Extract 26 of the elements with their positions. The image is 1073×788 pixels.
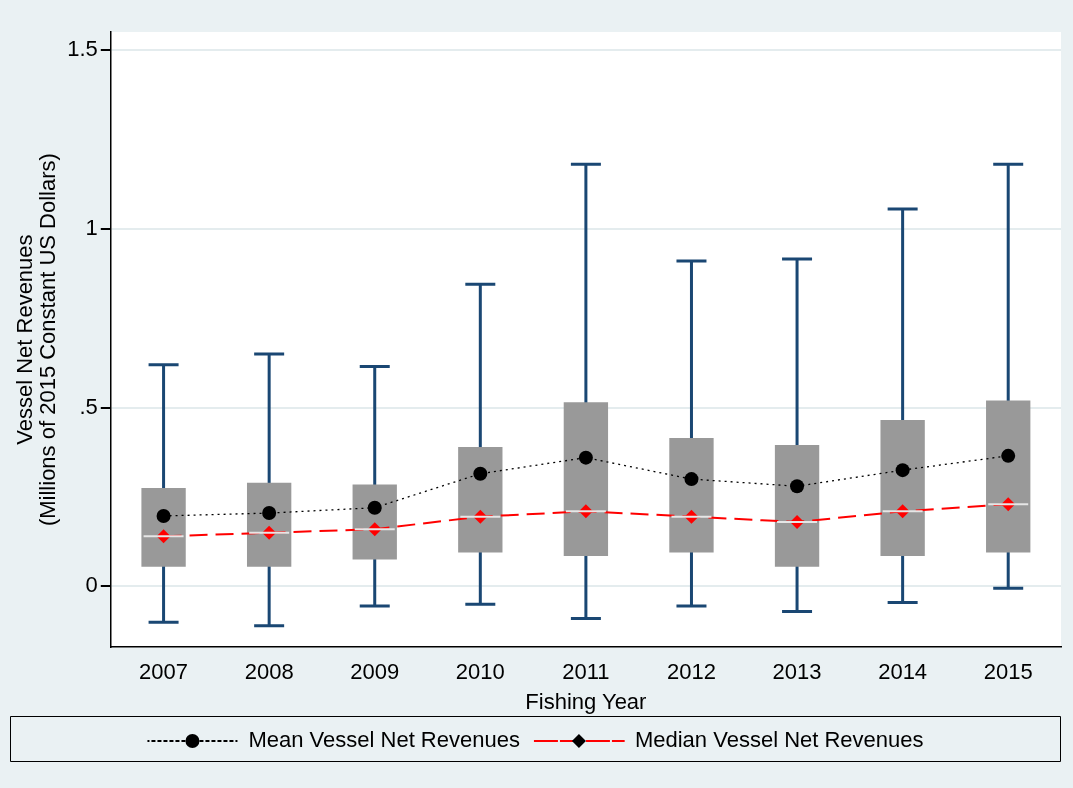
x-axis-title: Fishing Year — [525, 688, 647, 714]
y-axis-title: Vessel Net Revenues (Millions of 2015 Constant US Dollars) — [11, 153, 60, 527]
point — [684, 472, 699, 487]
point — [262, 506, 277, 521]
point — [790, 479, 805, 494]
point — [1001, 448, 1016, 463]
y-tick-label: 0 — [85, 572, 98, 598]
legend-label: Mean Vessel Net Revenues — [248, 727, 520, 753]
x-tick-label: 2014 — [878, 659, 928, 685]
x-tick-label: 2012 — [666, 659, 716, 685]
y-tick-label: .5 — [79, 393, 98, 419]
point — [473, 466, 488, 481]
x-tick-label: 2013 — [772, 659, 822, 685]
y-tick-label: 1 — [85, 214, 98, 240]
x-tick-label: 2015 — [983, 659, 1033, 685]
x-tick-label: 2011 — [562, 659, 610, 685]
x-tick-label: 2008 — [244, 659, 294, 685]
point — [367, 500, 382, 515]
point — [895, 463, 910, 478]
x-tick-label: 2010 — [455, 659, 505, 685]
legend-label: Median Vessel Net Revenues — [634, 727, 924, 753]
x-tick-label: 2009 — [350, 659, 400, 685]
point — [578, 450, 593, 465]
point — [156, 508, 171, 523]
x-tick-label: 2007 — [139, 659, 189, 685]
y-tick-label: 1.5 — [67, 35, 98, 61]
